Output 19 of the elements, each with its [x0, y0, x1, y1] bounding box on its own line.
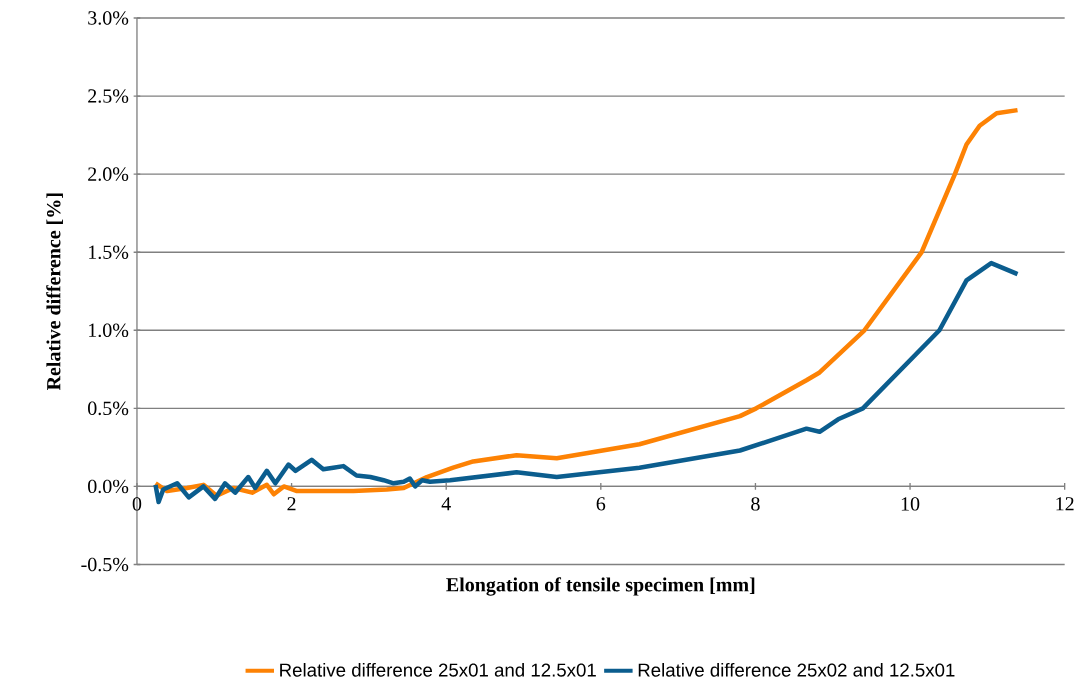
- y-tick-label: -0.5%: [81, 557, 129, 572]
- legend-label: Relative difference 25x02 and 12.5x01: [638, 663, 955, 677]
- x-tick-label: 4: [441, 497, 451, 511]
- legend-label: Relative difference 25x01 and 12.5x01: [280, 663, 596, 677]
- x-tick-label: 6: [596, 497, 606, 511]
- x-axis-title: Elongation of tensile specimen [mm]: [446, 577, 755, 596]
- x-tick-label: 12: [1056, 497, 1074, 511]
- x-tick-label: 10: [901, 497, 920, 511]
- y-tick-label: 2.5%: [88, 89, 129, 103]
- y-tick-label: 2.0%: [88, 167, 129, 182]
- y-axis-title: Relative difference [%]: [46, 193, 63, 391]
- y-tick-label: 0.0%: [88, 479, 129, 494]
- x-tick-label: 8: [751, 497, 760, 511]
- y-tick-label: 1.5%: [89, 245, 129, 260]
- x-tick-label: 2: [287, 497, 296, 511]
- y-tick-label: 1.0%: [89, 323, 129, 338]
- y-tick-label: 3.0%: [88, 11, 129, 25]
- x-tick-label: 0: [132, 497, 142, 511]
- y-tick-label: 0.5%: [88, 401, 129, 416]
